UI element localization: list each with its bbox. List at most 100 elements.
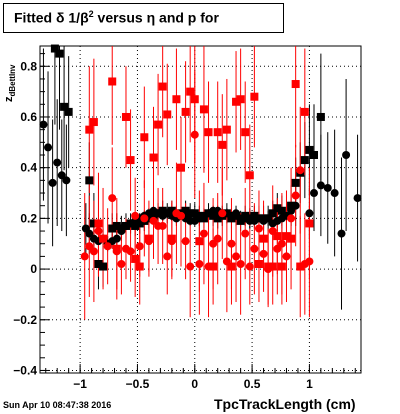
data-point-circle xyxy=(57,171,66,180)
data-point-square xyxy=(50,44,59,53)
data-point-square xyxy=(245,171,254,180)
data-point-circle xyxy=(186,262,195,271)
data-point-square xyxy=(305,219,314,228)
data-point-square xyxy=(144,234,153,243)
data-point-circle xyxy=(53,158,62,167)
data-point-circle xyxy=(227,239,236,248)
data-point-square xyxy=(287,234,296,243)
data-point-circle xyxy=(94,227,103,236)
data-point-square xyxy=(64,107,73,116)
data-point-square xyxy=(227,214,236,223)
data-point-square xyxy=(273,232,282,241)
data-point-square xyxy=(149,211,158,220)
data-point-square xyxy=(199,214,208,223)
data-point-square xyxy=(99,262,108,271)
data-point-square xyxy=(222,125,231,134)
data-point-square xyxy=(204,128,213,137)
data-point-square xyxy=(99,234,108,243)
data-point-circle xyxy=(140,214,149,223)
x-tick-label: 0 xyxy=(191,377,198,391)
y-tick-label: −0.2 xyxy=(13,313,37,327)
data-point-circle xyxy=(277,239,286,248)
data-point-circle xyxy=(259,249,268,258)
data-point-circle xyxy=(309,189,318,198)
data-point-circle xyxy=(353,194,362,203)
data-point-circle xyxy=(342,151,351,159)
data-point-square xyxy=(177,163,186,172)
data-point-circle xyxy=(158,221,167,230)
data-point-circle xyxy=(89,247,98,256)
data-point-circle xyxy=(209,239,218,248)
data-point-square xyxy=(222,209,231,218)
data-point-square xyxy=(241,128,250,137)
data-point-circle xyxy=(323,183,332,192)
data-point-square xyxy=(89,219,98,228)
data-point-square xyxy=(172,95,181,104)
data-point-circle xyxy=(85,242,94,251)
x-tick-label: −0.5 xyxy=(126,377,150,391)
data-point-circle xyxy=(117,260,126,268)
data-point-circle xyxy=(245,262,254,271)
chart-title: Fitted δ 1/β2 versus η and p for xyxy=(14,9,219,26)
data-point-square xyxy=(89,118,98,127)
data-point-circle xyxy=(254,224,263,233)
data-point-circle xyxy=(131,211,140,220)
data-point-square xyxy=(186,209,195,218)
data-point-square xyxy=(204,209,213,218)
data-point-circle xyxy=(330,189,339,198)
data-point-square xyxy=(190,209,199,218)
data-point-square xyxy=(254,260,263,268)
data-point-square xyxy=(209,211,218,220)
y-axis-label: zdBettInv xyxy=(3,64,18,103)
data-point-circle xyxy=(291,191,300,200)
data-point-square xyxy=(296,262,305,271)
data-point-circle xyxy=(112,234,121,243)
data-point-square xyxy=(112,221,121,230)
y-tick-label: 0 xyxy=(30,262,37,276)
data-point-square xyxy=(199,105,208,114)
data-point-square xyxy=(254,214,263,223)
data-point-square xyxy=(316,112,325,121)
data-point-square xyxy=(112,244,121,253)
title-box: Fitted δ 1/β2 versus η and p for xyxy=(3,3,284,33)
data-point-circle xyxy=(305,209,314,218)
data-point-square xyxy=(300,156,309,165)
data-point-square xyxy=(282,232,291,241)
data-point-square xyxy=(108,224,117,233)
data-point-circle xyxy=(287,214,296,223)
markers xyxy=(39,44,362,274)
data-point-square xyxy=(190,95,199,104)
data-point-square xyxy=(126,219,135,228)
axis-ticks xyxy=(40,53,356,373)
data-point-circle xyxy=(218,209,227,218)
data-point-square xyxy=(167,206,176,215)
data-point-square xyxy=(154,120,163,129)
data-point-square xyxy=(154,209,163,218)
data-point-square xyxy=(268,209,277,218)
data-point-square xyxy=(236,95,245,104)
data-point-square xyxy=(121,112,130,121)
data-point-square xyxy=(277,206,286,215)
data-point-square xyxy=(232,211,241,220)
data-point-square xyxy=(232,97,241,106)
data-point-square xyxy=(117,224,126,233)
data-point-square xyxy=(236,216,245,225)
y-tick-label: 0.2 xyxy=(20,211,37,225)
data-point-circle xyxy=(39,120,48,129)
data-point-square xyxy=(305,145,314,154)
data-point-square xyxy=(85,125,94,134)
y-tick-label: 0.8 xyxy=(20,59,37,73)
data-point-circle xyxy=(149,216,158,225)
data-point-square xyxy=(277,262,286,271)
data-point-square xyxy=(181,107,190,116)
data-point-circle xyxy=(250,244,259,253)
data-point-square xyxy=(186,87,195,96)
data-point-square xyxy=(218,140,227,149)
data-point-square xyxy=(181,206,190,215)
data-point-circle xyxy=(195,260,204,268)
datestamp: Sun Apr 10 08:47:38 2016 xyxy=(3,400,112,410)
x-axis-label: TpcTrackLength (cm) xyxy=(214,396,356,412)
data-point-square xyxy=(291,80,300,89)
data-point-square xyxy=(209,262,218,271)
